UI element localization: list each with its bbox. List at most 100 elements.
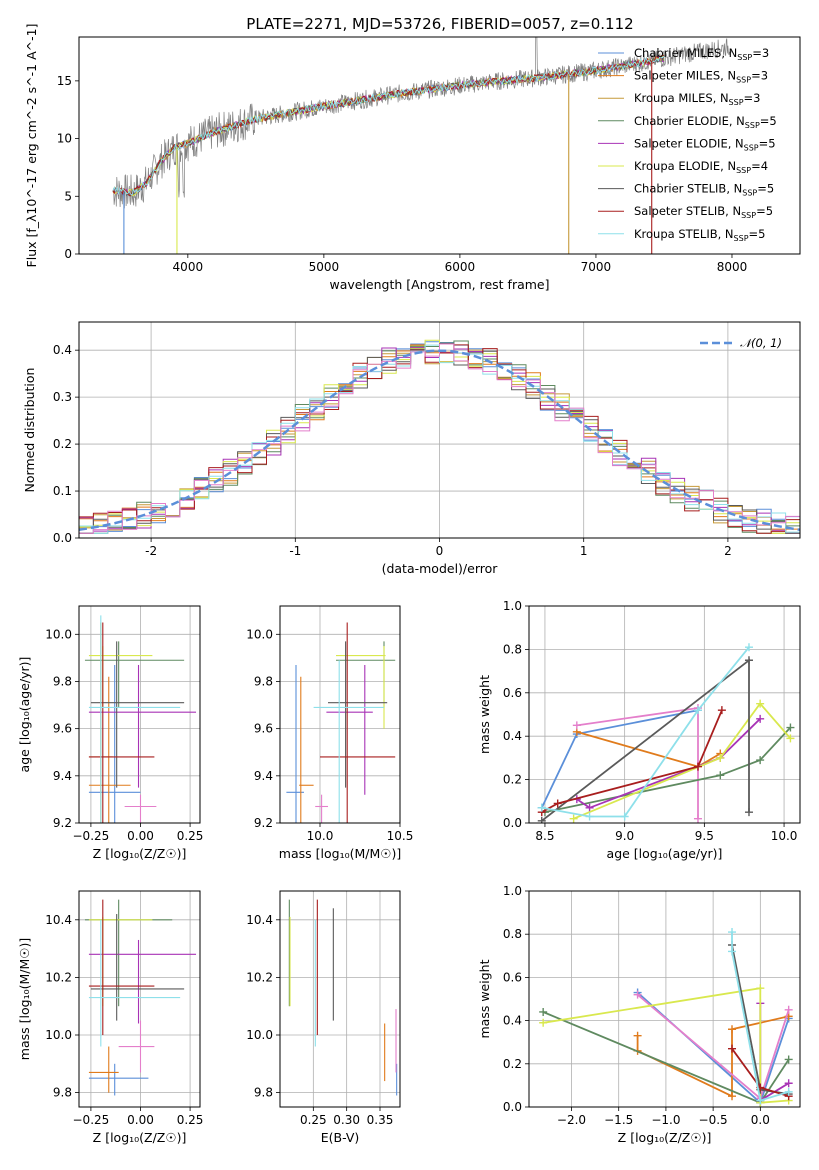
- legend-label: Kroupa MILES, NSSP=3: [634, 91, 760, 107]
- x-tick-label: 0.30: [333, 1113, 360, 1127]
- x-tick-label: −0.5: [699, 1113, 728, 1127]
- x-tick-label: −0.25: [73, 829, 110, 843]
- legend-label: 𝒩(0, 1): [740, 336, 782, 350]
- errorbar-point: [88, 939, 197, 1024]
- x-tick-label: 1: [580, 544, 588, 558]
- normal-distribution-curve: [79, 349, 800, 532]
- model-spectrum-line: [112, 55, 665, 196]
- x-axis-label: mass [log₁₀(M/M☉)]: [279, 846, 401, 861]
- y-tick-label: 0.8: [503, 642, 522, 656]
- legend-label: Kroupa STELIB, NSSP=5: [634, 227, 765, 243]
- weight-series-line: [573, 702, 792, 820]
- weight-marker: [786, 734, 795, 743]
- weight-marker: [784, 1087, 793, 1096]
- weight-marker: [756, 714, 765, 723]
- errorbar-point: [326, 664, 373, 795]
- legend-label: Salpeter STELIB, NSSP=5: [634, 204, 773, 220]
- y-tick-label: 10.0: [246, 627, 273, 641]
- weight-marker: [784, 1079, 793, 1088]
- y-tick-label: 0.1: [53, 484, 72, 498]
- errorbar-point: [88, 622, 155, 823]
- x-tick-label: 5000: [309, 260, 340, 274]
- y-tick-label: 0.4: [503, 729, 522, 743]
- y-axis-label: Normed distribution: [22, 368, 37, 493]
- weight-marker: [569, 814, 578, 823]
- legend-label: Chabrier MILES, NSSP=3: [634, 46, 769, 62]
- x-tick-label: −1.0: [651, 1113, 680, 1127]
- model-spectrum-line: [112, 55, 665, 196]
- weight-marker: [693, 706, 702, 715]
- model-spectrum-line: [112, 55, 665, 195]
- x-tick-label: -2: [145, 544, 157, 558]
- x-axis-label: Z [log₁₀(Z/Z☉)]: [93, 846, 187, 861]
- y-tick-label: 10.0: [45, 1028, 72, 1042]
- weight-marker: [716, 771, 725, 780]
- x-tick-label: 10.5: [387, 829, 414, 843]
- weight-series-line: [731, 932, 789, 1102]
- errorbar-point: [313, 660, 384, 823]
- age-vs-mass-panel: 10.0 10.5 9.2 9.4 9.6 9.8 10.0 mass [log₁₀(M/M☉…: [246, 605, 414, 861]
- y-axis-label: mass [log₁₀(M/M☉)]: [17, 938, 32, 1060]
- weight-marker: [744, 656, 753, 665]
- weight-marker: [784, 1005, 793, 1014]
- model-spectrum-line: [112, 55, 665, 197]
- y-tick-label: 5: [64, 189, 72, 203]
- x-tick-label: 8000: [717, 260, 748, 274]
- y-tick-label: 0.3: [53, 390, 72, 404]
- y-tick-label: 9.8: [254, 1086, 273, 1100]
- model-spectrum-line: [112, 54, 665, 197]
- weight-series: [569, 699, 795, 823]
- y-tick-label: 9.4: [53, 769, 72, 783]
- errorbar-point: [88, 1063, 149, 1096]
- errorbar-plot-area: [84, 899, 197, 1096]
- errorbar-point: [88, 916, 153, 1007]
- weight-marker: [539, 1018, 548, 1027]
- axes-frame: [279, 890, 401, 1108]
- x-tick-label: 0.00: [127, 1113, 154, 1127]
- weight-marker: [693, 762, 702, 771]
- weight-series-line: [576, 718, 761, 809]
- y-tick-label: 10.2: [246, 970, 273, 984]
- x-tick-label: 6000: [445, 260, 476, 274]
- weight-marker: [728, 928, 737, 937]
- y-tick-label: 0.0: [503, 816, 522, 830]
- y-tick-label: 10.0: [45, 627, 72, 641]
- weight-marker: [786, 723, 795, 732]
- axes-frame: [528, 890, 801, 1108]
- x-tick-label: −0.25: [73, 1113, 110, 1127]
- errorbar-point: [299, 676, 314, 823]
- x-tick-label: 0.25: [177, 829, 204, 843]
- y-tick-label: 9.2: [53, 816, 72, 830]
- y-tick-label: 0.6: [503, 686, 522, 700]
- weight-marker: [537, 816, 546, 823]
- weight-marker: [756, 699, 765, 708]
- y-tick-label: 15: [57, 74, 72, 88]
- weight-vs-age-panel: 8.5 9.0 9.5 10.0 0.0 0.2 0.4 0.6 0.8 1.0 age [log₁…: [477, 599, 801, 861]
- errorbar-point: [88, 919, 181, 1047]
- x-axis-label: Z [log₁₀(Z/Z☉)]: [93, 1130, 187, 1145]
- residuals-panel: -2 -1 0 1 2 0.0 0.1 0.2 0.3 0.4 (data-model)/error…: [22, 321, 801, 576]
- y-tick-label: 10.0: [246, 1028, 273, 1042]
- spectrum-panel: 4000 5000 6000 7000 8000 0 5 10 15 wavelength [An…: [24, 24, 801, 292]
- x-tick-label: -1: [289, 544, 301, 558]
- model-spectrum-line: [112, 54, 665, 197]
- errorbar-plot-area: [286, 622, 396, 823]
- y-axis-label: age [log₁₀(age/yr)]: [17, 657, 32, 773]
- weight-marker: [728, 947, 737, 956]
- y-tick-label: 0.2: [503, 773, 522, 787]
- weight-marker: [756, 756, 765, 765]
- x-tick-label: 0: [436, 544, 444, 558]
- weight-marker: [728, 1044, 737, 1053]
- weight-series-line: [543, 987, 789, 1104]
- errorbar-point: [336, 641, 396, 708]
- figure-title: PLATE=2271, MJD=53726, FIBERID=0057, z=0…: [246, 15, 633, 33]
- axes-frame: [78, 890, 201, 1108]
- errorbar-point: [90, 914, 185, 1021]
- model-spectrum-line: [112, 54, 665, 195]
- errorbar-point: [336, 646, 386, 729]
- y-tick-label: 1.0: [503, 599, 522, 613]
- x-tick-label: 0.25: [300, 1113, 327, 1127]
- y-tick-label: 9.6: [254, 722, 273, 736]
- weight-marker: [620, 812, 629, 821]
